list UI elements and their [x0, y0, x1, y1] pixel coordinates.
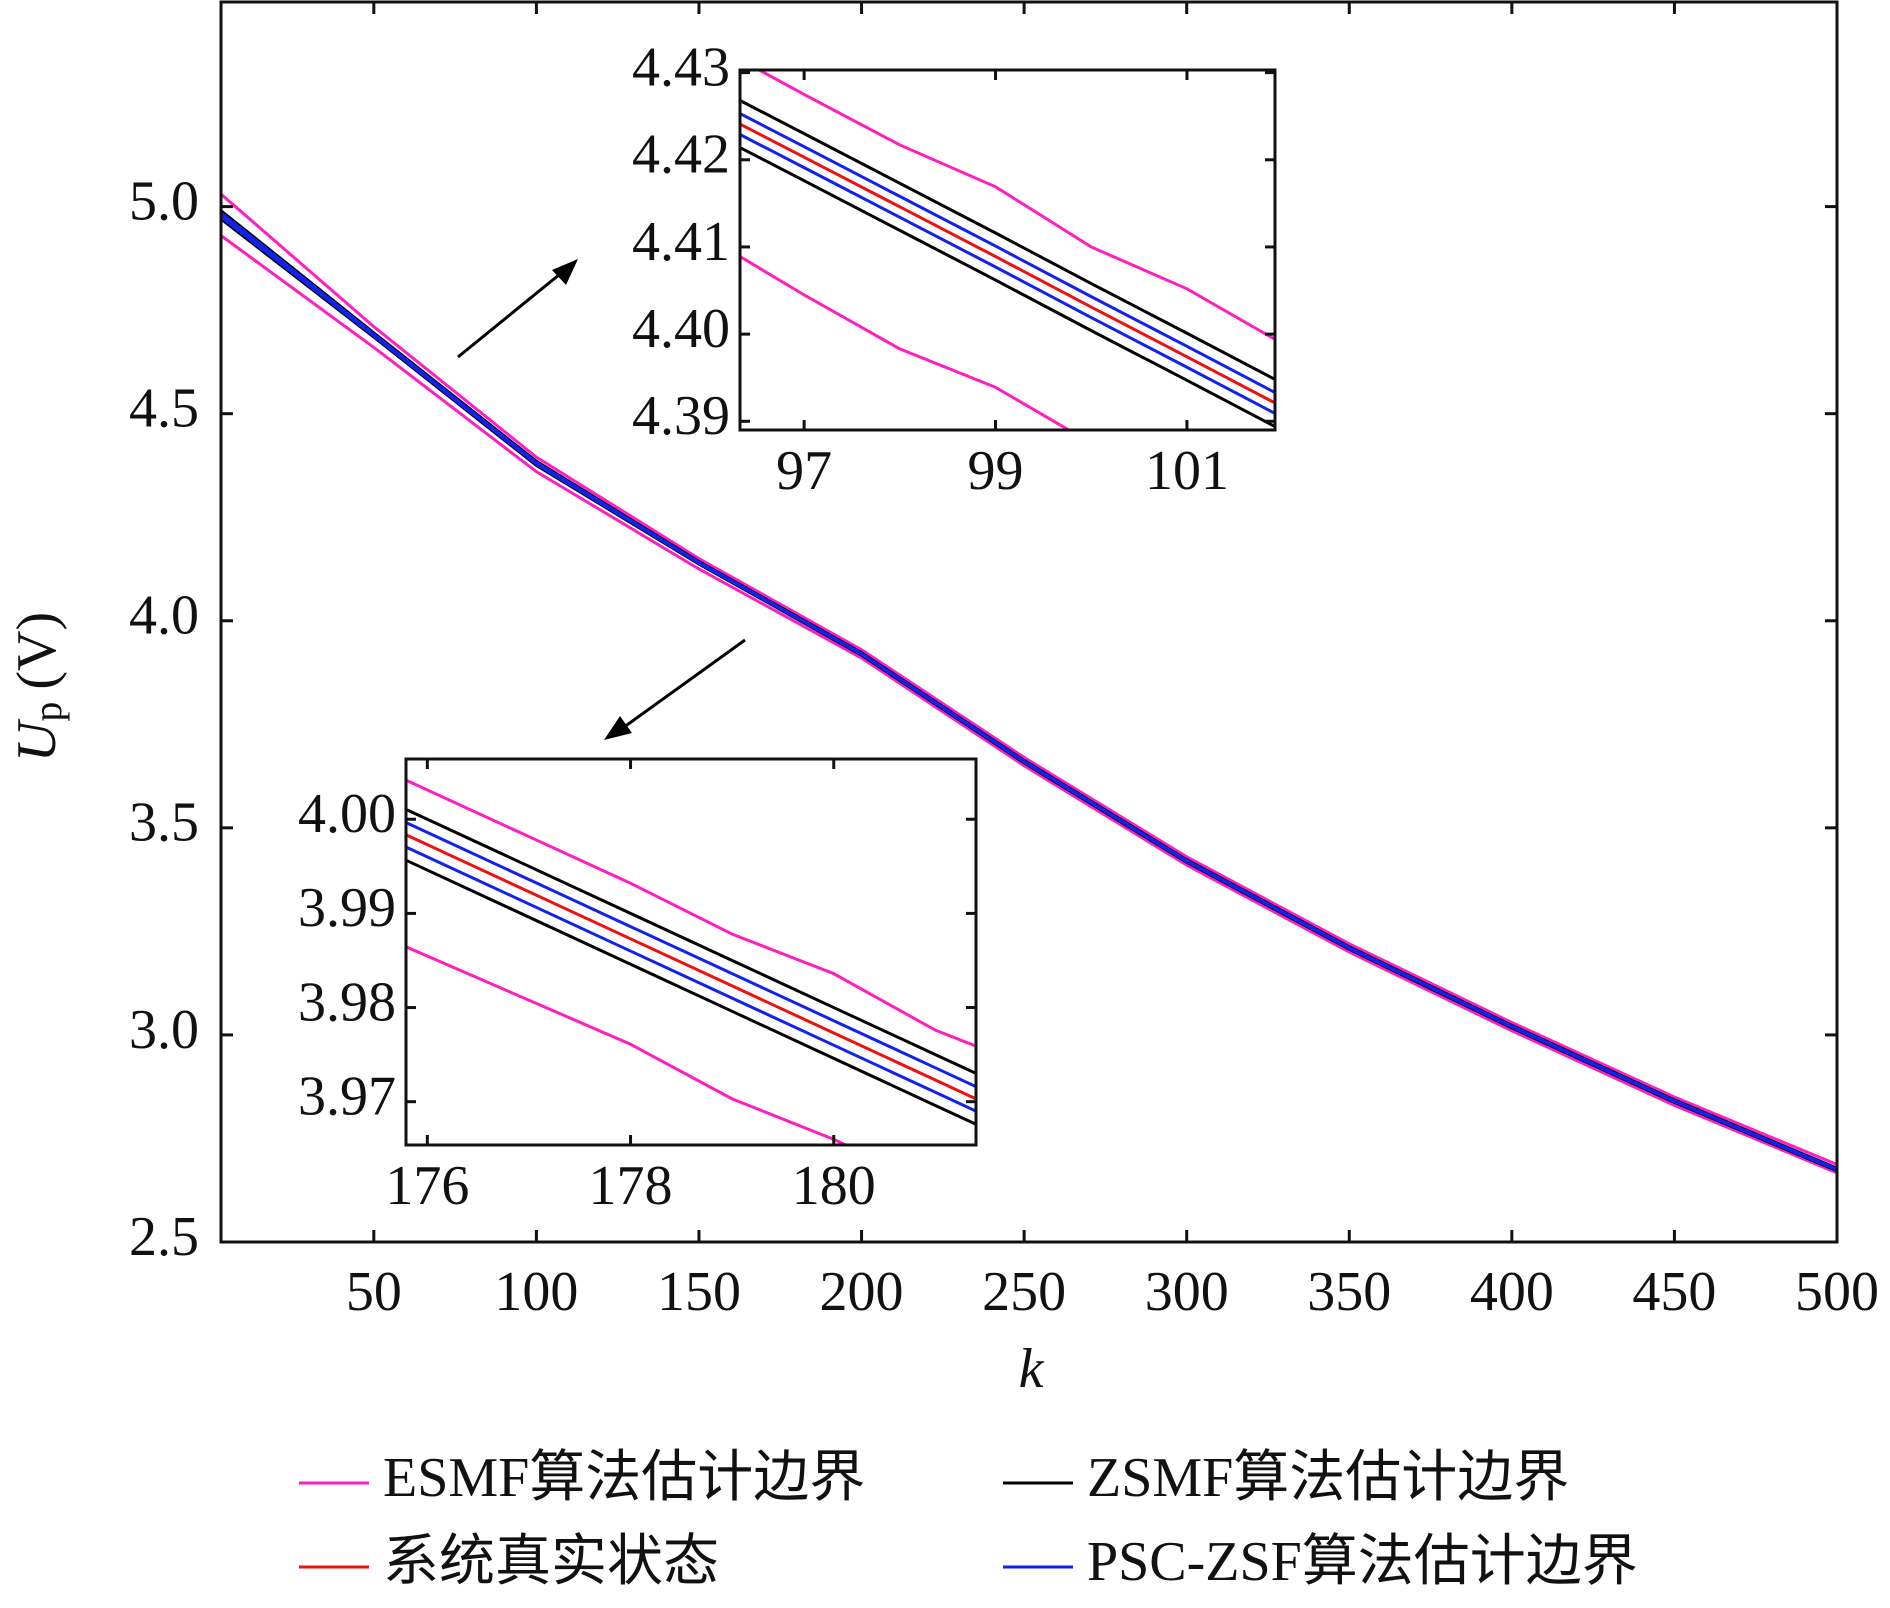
x-tick-label: 300: [1145, 1261, 1229, 1323]
y-tick-label: 4.0: [129, 585, 199, 647]
y-axis-label: Up (V): [6, 612, 70, 762]
legend-label: 系统真实状态: [383, 1531, 719, 1593]
series-line: [221, 215, 1837, 1172]
legend-label: PSC-ZSF算法估计边界: [1087, 1531, 1638, 1593]
x-tick-label: 180: [792, 1155, 876, 1217]
legend-label: ZSMF算法估计边界: [1087, 1447, 1569, 1509]
y-tick-label: 4.5: [129, 378, 199, 440]
x-tick-label: 178: [589, 1155, 673, 1217]
series-line: [406, 821, 976, 1088]
arrow: [457, 268, 566, 359]
x-tick-label: 500: [1795, 1261, 1879, 1323]
y-tick-label: 3.98: [298, 971, 396, 1033]
main-plot: 2.5 3.0 3.5 4.0 4.5 5.0 50 100 150 200 250 300 350 40…: [129, 0, 1879, 1323]
plot-frame: [404, 757, 978, 1147]
y-tick-label: 4.00: [298, 783, 396, 845]
series-line: [740, 146, 1275, 428]
series-line: [740, 99, 1275, 381]
annotation-arrows: [457, 259, 746, 740]
inset-plot: 3.97 3.98 3.99 4.00 176 178 180: [298, 757, 978, 1217]
x-tick-label: 176: [385, 1155, 469, 1217]
x-tick-label: 350: [1307, 1261, 1391, 1323]
y-tick-label: 5.0: [129, 170, 199, 232]
inset-plot: 4.39 4.40 4.41 4.42 4.43 97 99 101: [632, 36, 1277, 502]
y-axis-unit: (V): [6, 612, 68, 690]
arrow-head: [552, 259, 578, 285]
y-tick-label: 4.39: [632, 385, 730, 447]
series-line: [221, 234, 1837, 1175]
y-tick-label: 3.99: [298, 877, 396, 939]
x-tick-label: 200: [820, 1261, 904, 1323]
y-tick-label: 4.42: [632, 124, 730, 186]
series-lines: [406, 779, 976, 1145]
y-tick-label: 4.41: [632, 211, 730, 273]
series-line: [406, 859, 976, 1126]
x-tick-label: 97: [776, 440, 832, 502]
series-line: [406, 808, 976, 1075]
x-tick-label: 99: [968, 440, 1024, 502]
x-tick-label: 50: [346, 1261, 402, 1323]
y-tick-label: 4.40: [632, 298, 730, 360]
series-line: [740, 112, 1275, 394]
series-line: [406, 945, 850, 1145]
x-tick-label: 400: [1470, 1261, 1554, 1323]
legend-label: ESMF算法估计边界: [383, 1447, 865, 1509]
plot-frame: [738, 68, 1277, 432]
y-axis-symbol: U: [6, 718, 68, 762]
series-line: [756, 70, 1275, 341]
series-line: [406, 833, 976, 1101]
y-tick-label: 3.97: [298, 1066, 396, 1128]
arrow-head: [604, 716, 632, 740]
series-line: [221, 193, 1837, 1166]
inset-background: [406, 759, 976, 1145]
x-tick-label: 450: [1632, 1261, 1716, 1323]
arrow: [619, 638, 746, 732]
y-axis-subscript: p: [25, 702, 70, 722]
series-lines: [740, 70, 1275, 430]
x-tick-label: 101: [1145, 440, 1229, 502]
x-axis-label: k: [1019, 1338, 1045, 1400]
y-tick-label: 3.0: [129, 999, 199, 1061]
series-line: [406, 846, 976, 1113]
x-tick-label: 100: [494, 1261, 578, 1323]
x-tick-label: 250: [982, 1261, 1066, 1323]
y-tick-label: 4.43: [632, 36, 730, 98]
inset-background: [740, 70, 1275, 430]
series-line: [406, 779, 976, 1048]
series-line: [740, 122, 1275, 405]
y-tick-label: 2.5: [129, 1206, 199, 1268]
series-line: [740, 255, 1072, 430]
y-tick-label: 3.5: [129, 792, 199, 854]
x-tick-label: 150: [657, 1261, 741, 1323]
series-lines: [221, 193, 1837, 1175]
series-line: [740, 133, 1275, 415]
